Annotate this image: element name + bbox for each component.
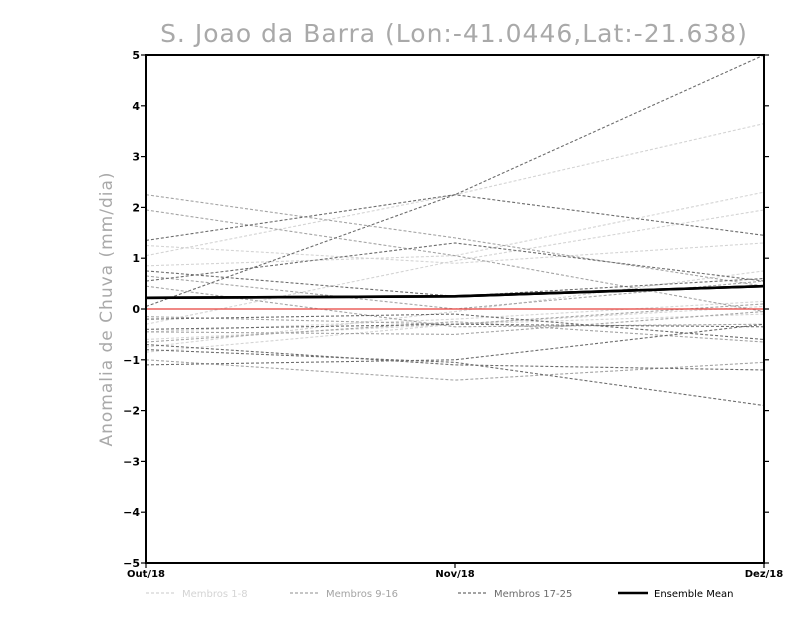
legend: Membros 1-8 Membros 9-16 Membros 17-25 Ense… [146, 589, 733, 600]
y-tick-label: 4 [132, 100, 140, 113]
legend-label: Ensemble Mean [654, 589, 733, 600]
member-line-1-7 [146, 270, 764, 348]
y-tick-label: −5 [123, 557, 140, 570]
x-tick-label: Nov/18 [435, 569, 474, 580]
member-line-2-6 [146, 321, 764, 343]
legend-label: Membros 9-16 [326, 589, 398, 600]
member-line-3-7 [146, 344, 764, 371]
member-line-2-5 [146, 310, 764, 335]
series-layer [146, 55, 764, 407]
legend-label: Membros 1-8 [182, 589, 248, 600]
member-line-3-2 [146, 194, 764, 241]
y-tick-label: −3 [123, 455, 140, 468]
y-axis-label: Anomalia de Chuva (mm/dia) [97, 171, 117, 446]
member-line-1-5 [146, 313, 764, 341]
y-tick-label: 3 [132, 151, 140, 164]
y-tick-label: −2 [123, 405, 140, 418]
member-line-1-4 [146, 209, 764, 325]
member-line-2-8 [146, 275, 764, 310]
member-line-1-3 [146, 191, 764, 267]
member-line-2-2 [146, 209, 764, 313]
y-tick-label: −4 [123, 506, 140, 519]
member-line-2-4 [146, 303, 764, 325]
member-line-3-9 [146, 323, 764, 366]
member-line-3-5 [146, 313, 764, 341]
x-tick-label: Dez/18 [745, 569, 784, 580]
chart-title: S. Joao da Barra (Lon:-41.0446,Lat:-21.6… [160, 19, 748, 48]
ensemble-mean-line-overlay [146, 284, 764, 300]
y-tick-label: 2 [132, 201, 140, 214]
member-line-3-8 [146, 349, 764, 407]
y-tick-label: 1 [132, 252, 140, 265]
x-tick-label: Out/18 [127, 569, 165, 580]
member-line-2-1 [146, 194, 764, 287]
member-line-3-1 [146, 55, 764, 307]
axis-layer: −5 −4 −3 −2 −1 0 1 2 3 4 5 Out/18 Nov/18 Dez/18 [123, 49, 783, 580]
y-tick-label: 0 [132, 303, 140, 316]
legend-label: Membros 17-25 [494, 589, 572, 600]
member-line-1-2 [146, 123, 764, 257]
member-line-1-1 [146, 242, 764, 264]
y-tick-label: −1 [123, 354, 140, 367]
member-line-2-3 [146, 285, 764, 328]
member-line-3-3 [146, 270, 764, 297]
member-line-1-8 [146, 300, 764, 333]
member-line-3-6 [146, 323, 764, 330]
member-line-3-4 [146, 242, 764, 282]
member-line-1-6 [146, 305, 764, 353]
y-tick-label: 5 [132, 49, 140, 62]
